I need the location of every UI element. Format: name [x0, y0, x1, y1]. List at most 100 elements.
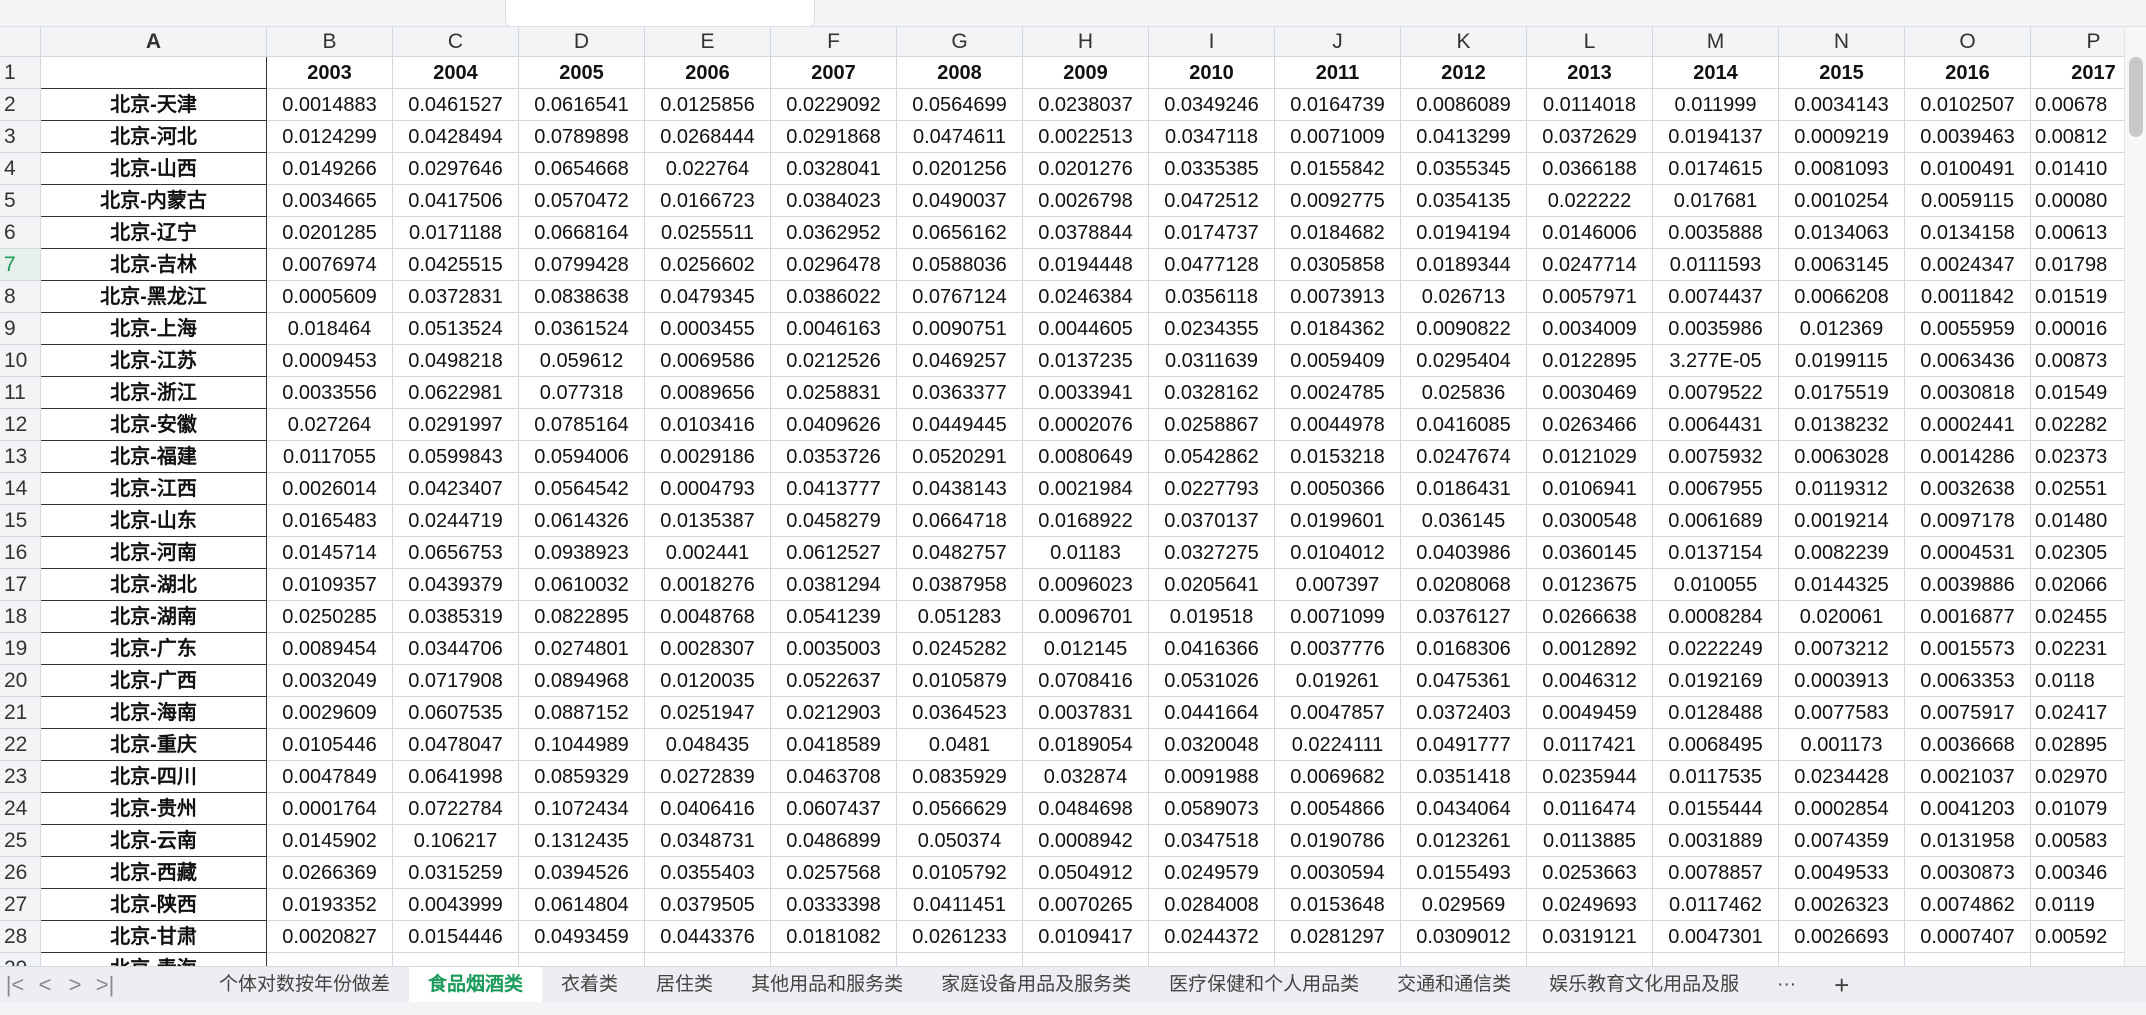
- value-cell[interactable]: 0.0035888: [1653, 217, 1779, 249]
- value-cell[interactable]: 0.0194194: [1401, 217, 1527, 249]
- row-number[interactable]: 6: [0, 217, 41, 249]
- row-number[interactable]: 26: [0, 857, 41, 889]
- value-cell[interactable]: 0.0461527: [393, 89, 519, 121]
- value-cell[interactable]: 0.0610032: [519, 569, 645, 601]
- row-number[interactable]: 5: [0, 185, 41, 217]
- sheet-tab[interactable]: 其他用品和服务类: [751, 973, 904, 995]
- value-cell[interactable]: 0.0361524: [519, 313, 645, 345]
- row-number[interactable]: 15: [0, 505, 41, 537]
- window-tab[interactable]: [505, 0, 815, 27]
- value-cell[interactable]: 0.0015573: [1905, 633, 2031, 665]
- row-number[interactable]: 7: [0, 249, 41, 281]
- region-pair-cell[interactable]: 北京-贵州: [41, 793, 267, 825]
- value-cell[interactable]: 0.0284008: [1149, 889, 1275, 921]
- value-cell[interactable]: 0.027264: [267, 409, 393, 441]
- column-header-B[interactable]: B: [267, 27, 393, 57]
- value-cell[interactable]: 0.0155493: [1401, 857, 1527, 889]
- value-cell[interactable]: 0.0046312: [1527, 665, 1653, 697]
- value-cell[interactable]: 0.01410: [2031, 153, 2124, 185]
- value-cell[interactable]: 0.0469257: [897, 345, 1023, 377]
- value-cell[interactable]: 0.0134158: [1905, 217, 2031, 249]
- value-cell[interactable]: 0.01480: [2031, 505, 2124, 537]
- value-cell[interactable]: 0.0641998: [393, 761, 519, 793]
- value-cell[interactable]: 0.012369: [1779, 313, 1905, 345]
- column-header-A[interactable]: A: [41, 27, 267, 57]
- value-cell[interactable]: 0.017681: [1653, 185, 1779, 217]
- value-cell[interactable]: 0.0443376: [645, 921, 771, 953]
- column-header-M[interactable]: M: [1653, 27, 1779, 57]
- value-cell[interactable]: 0.0366188: [1527, 153, 1653, 185]
- value-cell[interactable]: 0.0347518: [1149, 825, 1275, 857]
- value-cell[interactable]: 0.0016877: [1905, 601, 2031, 633]
- value-cell[interactable]: 0.0137235: [1023, 345, 1149, 377]
- value-cell[interactable]: 0.00080: [2031, 185, 2124, 217]
- row-number[interactable]: 10: [0, 345, 41, 377]
- value-cell[interactable]: 0.00346: [2031, 857, 2124, 889]
- value-cell[interactable]: 0.0063436: [1905, 345, 2031, 377]
- value-cell[interactable]: 0.0145714: [267, 537, 393, 569]
- year-header-cell[interactable]: 2005: [519, 57, 645, 89]
- year-header-cell[interactable]: 2011: [1275, 57, 1401, 89]
- value-cell[interactable]: 0.0201285: [267, 217, 393, 249]
- value-cell[interactable]: 0.0481: [897, 729, 1023, 761]
- value-cell[interactable]: 0.0009219: [1779, 121, 1905, 153]
- row-number[interactable]: 19: [0, 633, 41, 665]
- value-cell[interactable]: 0.0274801: [519, 633, 645, 665]
- value-cell[interactable]: 0.0090822: [1401, 313, 1527, 345]
- value-cell[interactable]: [267, 953, 393, 966]
- value-cell[interactable]: 0.0008942: [1023, 825, 1149, 857]
- sheet-tab[interactable]: 医疗保健和个人用品类: [1169, 973, 1360, 995]
- value-cell[interactable]: 0.0029609: [267, 697, 393, 729]
- value-cell[interactable]: 0.0105446: [267, 729, 393, 761]
- value-cell[interactable]: 0.0092775: [1275, 185, 1401, 217]
- value-cell[interactable]: 0.029569: [1401, 889, 1527, 921]
- value-cell[interactable]: 0.0113885: [1527, 825, 1653, 857]
- value-cell[interactable]: 0.0184362: [1275, 313, 1401, 345]
- row-number[interactable]: 1: [0, 57, 41, 89]
- column-header-C[interactable]: C: [393, 27, 519, 57]
- row-number[interactable]: 12: [0, 409, 41, 441]
- value-cell[interactable]: 0.0189344: [1401, 249, 1527, 281]
- value-cell[interactable]: 0.0003455: [645, 313, 771, 345]
- year-header-cell[interactable]: 2010: [1149, 57, 1275, 89]
- value-cell[interactable]: 0.0281297: [1275, 921, 1401, 953]
- value-cell[interactable]: 0.0255511: [645, 217, 771, 249]
- value-cell[interactable]: 0.0117055: [267, 441, 393, 473]
- value-cell[interactable]: 0.0589073: [1149, 793, 1275, 825]
- value-cell[interactable]: 0.0256602: [645, 249, 771, 281]
- value-cell[interactable]: 0.0061689: [1653, 505, 1779, 537]
- value-cell[interactable]: 0.0111593: [1653, 249, 1779, 281]
- value-cell[interactable]: 0.0035986: [1653, 313, 1779, 345]
- scrollbar-thumb[interactable]: [2129, 57, 2143, 137]
- value-cell[interactable]: 0.0117421: [1527, 729, 1653, 761]
- value-cell[interactable]: 0.0479345: [645, 281, 771, 313]
- value-cell[interactable]: 0.0019214: [1779, 505, 1905, 537]
- value-cell[interactable]: 0.048435: [645, 729, 771, 761]
- value-cell[interactable]: 0.0258831: [771, 377, 897, 409]
- value-cell[interactable]: 0.0026014: [267, 473, 393, 505]
- value-cell[interactable]: 0.0168922: [1023, 505, 1149, 537]
- last-sheet-icon[interactable]: >|: [95, 971, 115, 997]
- year-header-cell[interactable]: 2007: [771, 57, 897, 89]
- value-cell[interactable]: 0.02417: [2031, 697, 2124, 729]
- value-cell[interactable]: 0.0146006: [1527, 217, 1653, 249]
- region-pair-cell[interactable]: 北京-广西: [41, 665, 267, 697]
- value-cell[interactable]: 0.0047857: [1275, 697, 1401, 729]
- region-pair-cell[interactable]: 北京-上海: [41, 313, 267, 345]
- value-cell[interactable]: 0.0174737: [1149, 217, 1275, 249]
- value-cell[interactable]: 0.0263466: [1527, 409, 1653, 441]
- value-cell[interactable]: 0.0212526: [771, 345, 897, 377]
- value-cell[interactable]: 0.0048768: [645, 601, 771, 633]
- region-pair-cell[interactable]: 北京-河北: [41, 121, 267, 153]
- value-cell[interactable]: 0.0153648: [1275, 889, 1401, 921]
- value-cell[interactable]: 0.0887152: [519, 697, 645, 729]
- value-cell[interactable]: 0.0055959: [1905, 313, 2031, 345]
- value-cell[interactable]: 0.0566629: [897, 793, 1023, 825]
- value-cell[interactable]: 0.0387958: [897, 569, 1023, 601]
- value-cell[interactable]: 0.0102507: [1905, 89, 2031, 121]
- value-cell[interactable]: 0.0423407: [393, 473, 519, 505]
- value-cell[interactable]: 0.0199115: [1779, 345, 1905, 377]
- value-cell[interactable]: 0.0257568: [771, 857, 897, 889]
- value-cell[interactable]: 0.0258867: [1149, 409, 1275, 441]
- value-cell[interactable]: 0.0249693: [1527, 889, 1653, 921]
